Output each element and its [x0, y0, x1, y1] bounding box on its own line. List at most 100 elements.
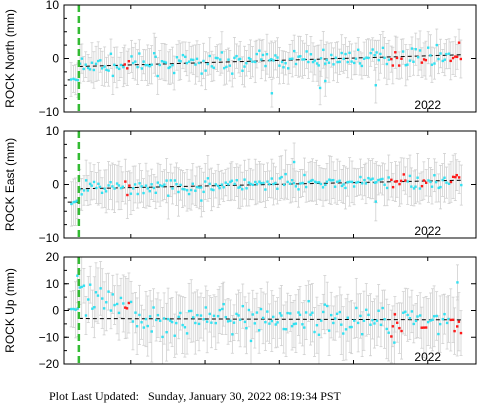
data-point [379, 323, 383, 326]
data-point [171, 63, 174, 67]
data-point [76, 307, 80, 310]
data-point [307, 60, 310, 64]
data-point [216, 184, 220, 188]
data-point [195, 57, 199, 61]
data-point [371, 318, 374, 322]
recent-data-point [391, 325, 395, 328]
data-point [268, 183, 271, 186]
data-point [323, 303, 327, 306]
data-point [274, 54, 277, 57]
data-point [353, 319, 356, 322]
data-point [84, 179, 88, 182]
data-point [168, 65, 172, 69]
data-point [264, 188, 267, 191]
data-point [412, 322, 415, 326]
data-point [100, 191, 104, 195]
data-point [330, 53, 333, 57]
data-point [292, 160, 296, 164]
data-point [290, 178, 294, 182]
data-point [383, 318, 386, 321]
data-point [328, 178, 331, 181]
data-point [117, 67, 121, 71]
data-point [342, 332, 345, 335]
data-point [286, 67, 290, 70]
data-point [113, 187, 116, 190]
data-point [156, 74, 159, 78]
data-point [410, 310, 414, 313]
recent-data-point [422, 179, 426, 182]
data-point [183, 326, 187, 329]
data-point [456, 281, 459, 284]
data-point [140, 67, 144, 70]
data-point [181, 323, 184, 327]
data-point [431, 318, 434, 321]
data-point [78, 286, 82, 289]
y-tick-label: −10 [39, 105, 60, 119]
data-point [280, 60, 284, 64]
data-point [365, 56, 368, 59]
data-point [146, 324, 149, 328]
data-point [170, 320, 174, 324]
data-point [177, 59, 181, 62]
data-point [152, 186, 156, 190]
data-point [177, 315, 180, 319]
data-point [412, 60, 415, 64]
data-point [161, 184, 164, 188]
data-point [86, 66, 90, 70]
data-point [239, 318, 242, 321]
data-point [109, 181, 112, 184]
data-point [447, 52, 451, 55]
data-point [134, 60, 137, 63]
data-point [175, 183, 178, 186]
data-point [177, 190, 180, 194]
data-point [311, 178, 314, 182]
data-point [297, 188, 300, 191]
data-point [418, 49, 422, 52]
data-point [358, 62, 362, 65]
recent-data-point [422, 58, 426, 61]
data-point [406, 63, 409, 66]
data-point [274, 323, 277, 326]
data-point [371, 48, 374, 51]
data-point [121, 185, 125, 188]
data-point [86, 189, 90, 192]
data-point [237, 58, 240, 61]
data-point [192, 58, 195, 62]
recent-data-point [455, 55, 459, 59]
data-point [299, 182, 302, 185]
data-point [94, 291, 98, 294]
data-point [437, 57, 440, 61]
data-point [293, 49, 296, 53]
data-point [91, 307, 94, 310]
data-point [233, 56, 236, 60]
data-point [247, 181, 251, 184]
recent-data-point [391, 185, 395, 189]
data-point [162, 317, 166, 320]
data-point [286, 311, 289, 315]
data-point [270, 319, 273, 323]
data-point [220, 51, 224, 54]
data-point [362, 319, 366, 322]
data-point [204, 306, 207, 309]
data-point [129, 300, 133, 304]
data-point [305, 50, 308, 53]
data-point [243, 65, 246, 68]
data-point [119, 296, 123, 300]
data-point [206, 62, 209, 66]
data-point [238, 57, 242, 61]
data-point [327, 61, 331, 64]
data-point [132, 187, 135, 190]
data-point [418, 314, 422, 317]
data-point [260, 58, 263, 61]
recent-data-point [456, 325, 459, 328]
data-point [364, 182, 368, 185]
data-point [169, 179, 172, 182]
data-point [90, 184, 93, 187]
data-point [338, 60, 341, 64]
data-point [331, 178, 335, 182]
data-point [426, 320, 430, 324]
data-point [298, 313, 302, 317]
data-point [292, 181, 296, 185]
data-point [96, 59, 100, 63]
data-point [140, 321, 143, 324]
